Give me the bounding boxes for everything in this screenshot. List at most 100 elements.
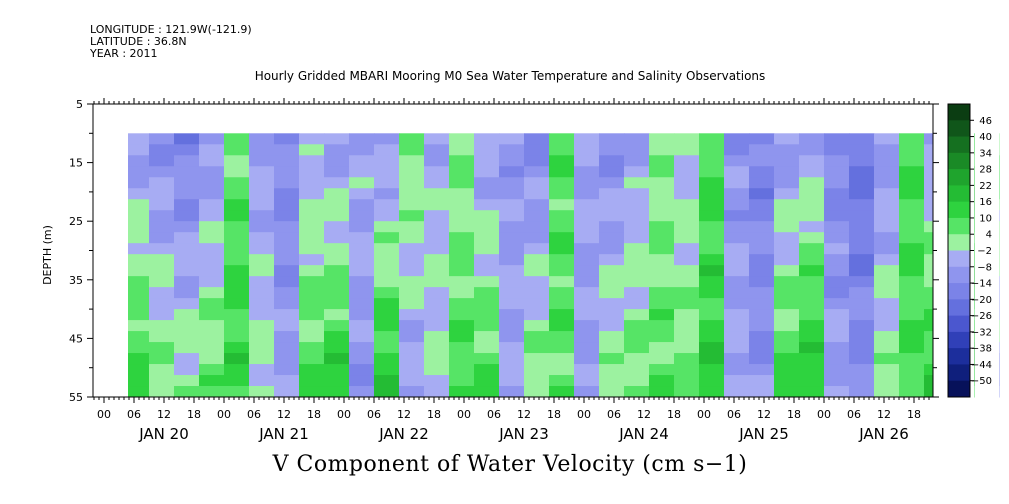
- heatmap-cell: [749, 188, 775, 200]
- heatmap-cell: [374, 309, 400, 321]
- heatmap-cell: [924, 144, 934, 156]
- x-tick-label: 12: [277, 408, 291, 421]
- heatmap-cell: [574, 375, 600, 387]
- heatmap-cell: [474, 276, 500, 288]
- heatmap-cell: [449, 177, 475, 189]
- heatmap-cell: [149, 199, 175, 211]
- heatmap-cell: [474, 199, 500, 211]
- heatmap-cell: [224, 221, 250, 233]
- heatmap-cell: [374, 276, 400, 288]
- heatmap-cell: [524, 265, 550, 277]
- heatmap-cell: [249, 188, 275, 200]
- heatmap-cell: [549, 221, 575, 233]
- heatmap-cell: [699, 243, 725, 255]
- heatmap-cell: [274, 375, 300, 387]
- heatmap-cell: [274, 177, 300, 189]
- heatmap-cell: [849, 133, 875, 145]
- heatmap-cell: [149, 133, 175, 145]
- heatmap-cell: [724, 320, 750, 332]
- heatmap-cell: [449, 155, 475, 167]
- heatmap-cell: [799, 386, 825, 398]
- heatmap-cell: [499, 232, 525, 244]
- heatmap-cell: [624, 232, 650, 244]
- heatmap-cell: [624, 320, 650, 332]
- heatmap-cell: [524, 287, 550, 299]
- heatmap-cell: [449, 287, 475, 299]
- heatmap-cell: [874, 210, 900, 222]
- heatmap-cell: [424, 386, 450, 398]
- heatmap-cell: [749, 331, 775, 343]
- heatmap-cell: [174, 320, 200, 332]
- heatmap-cell: [128, 287, 150, 299]
- heatmap-cell: [299, 386, 325, 398]
- heatmap-cell: [449, 232, 475, 244]
- y-tick-label: 45: [69, 332, 83, 345]
- heatmap-cell: [799, 188, 825, 200]
- heatmap-cell: [624, 375, 650, 387]
- heatmap-cell: [249, 309, 275, 321]
- heatmap-cell: [224, 353, 250, 365]
- heatmap-cell: [249, 364, 275, 376]
- heatmap-cell: [899, 254, 925, 266]
- heatmap-cell: [349, 375, 375, 387]
- heatmap-cell: [724, 375, 750, 387]
- heatmap-cell: [424, 221, 450, 233]
- heatmap-cell: [699, 254, 725, 266]
- heatmap-cell: [999, 320, 1000, 332]
- heatmap-cell: [774, 133, 800, 145]
- heatmap-cell: [749, 155, 775, 167]
- x-tick-label: 00: [217, 408, 231, 421]
- heatmap-cell: [424, 320, 450, 332]
- heatmap-cell: [599, 166, 625, 178]
- x-day-label: JAN 24: [618, 425, 669, 443]
- heatmap-cell: [524, 309, 550, 321]
- heatmap-cell: [574, 221, 600, 233]
- x-day-label: JAN 22: [378, 425, 429, 443]
- heatmap-cell: [399, 155, 425, 167]
- heatmap-cell: [149, 331, 175, 343]
- heatmap-cell: [749, 199, 775, 211]
- heatmap-cell: [924, 166, 934, 178]
- heatmap-cell: [724, 177, 750, 189]
- heatmap-cell: [249, 243, 275, 255]
- heatmap-cell: [399, 353, 425, 365]
- heatmap-cell: [274, 331, 300, 343]
- heatmap-cell: [974, 320, 975, 332]
- heatmap-cell: [874, 342, 900, 354]
- heatmap-cell: [774, 276, 800, 288]
- heatmap-cell: [749, 353, 775, 365]
- heatmap-cell: [799, 298, 825, 310]
- heatmap-cell: [574, 353, 600, 365]
- heatmap-cell: [699, 298, 725, 310]
- heatmap-cell: [424, 199, 450, 211]
- heatmap-cell: [224, 177, 250, 189]
- heatmap-cell: [574, 155, 600, 167]
- heatmap-cell: [624, 331, 650, 343]
- heatmap-cell: [199, 353, 225, 365]
- x-tick-label: 18: [307, 408, 321, 421]
- heatmap-cell: [249, 232, 275, 244]
- heatmap-cell: [599, 254, 625, 266]
- colorbar-swatch: [948, 234, 970, 251]
- heatmap-cell: [449, 254, 475, 266]
- heatmap-cell: [899, 199, 925, 211]
- colorbar-label: −38: [971, 344, 992, 355]
- heatmap-cell: [974, 298, 975, 310]
- heatmap-cell: [499, 199, 525, 211]
- heatmap-cell: [149, 353, 175, 365]
- heatmap-cell: [924, 364, 934, 376]
- heatmap-cell: [599, 353, 625, 365]
- heatmap-cell: [899, 188, 925, 200]
- heatmap-cell: [849, 353, 875, 365]
- heatmap-cell: [324, 188, 350, 200]
- heatmap-cell: [274, 309, 300, 321]
- heatmap-cell: [524, 155, 550, 167]
- heatmap-cell: [849, 232, 875, 244]
- heatmap-cell: [449, 210, 475, 222]
- heatmap-cell: [499, 221, 525, 233]
- heatmap-cell: [799, 254, 825, 266]
- heatmap-cell: [374, 144, 400, 156]
- heatmap-cell: [874, 166, 900, 178]
- heatmap-cell: [824, 144, 850, 156]
- heatmap-cell: [724, 210, 750, 222]
